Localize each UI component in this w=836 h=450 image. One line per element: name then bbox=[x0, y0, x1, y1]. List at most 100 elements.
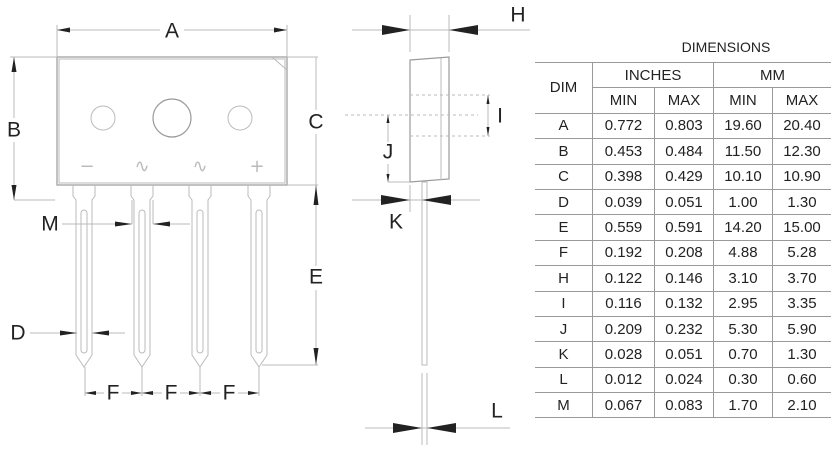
side-body bbox=[409, 56, 450, 183]
table-row: H 0.122 0.146 3.10 3.70 bbox=[535, 265, 831, 292]
cell-inch-min: 0.116 bbox=[592, 290, 655, 317]
mounting-hole-center bbox=[152, 98, 192, 138]
dim-label-d: D bbox=[10, 322, 25, 345]
dimensions-table: DIM INCHES MM MIN MAX MIN MAX A 0.772 0.80… bbox=[535, 61, 831, 419]
lead-slot bbox=[80, 209, 88, 354]
cell-inch-min: 0.559 bbox=[592, 214, 655, 241]
cell-inch-min: 0.122 bbox=[592, 265, 655, 292]
dim-label-c: C bbox=[308, 111, 323, 134]
cell-mm-min: 14.20 bbox=[713, 214, 773, 241]
cell-inch-min: 0.012 bbox=[592, 366, 655, 394]
dim-label-k: K bbox=[389, 211, 403, 234]
cell-mm-min: 1.70 bbox=[713, 392, 773, 419]
pin-symbol-positive: + bbox=[249, 156, 264, 177]
table-row: D 0.039 0.051 1.00 1.30 bbox=[535, 188, 831, 216]
cell-mm-min: 2.95 bbox=[713, 290, 773, 317]
header-dim: DIM bbox=[535, 62, 593, 114]
pin-symbol-ac2: ∿ bbox=[192, 156, 207, 177]
cell-dim: I bbox=[535, 290, 593, 317]
mounting-hole-left bbox=[90, 105, 116, 131]
cell-mm-min: 5.30 bbox=[713, 315, 773, 343]
table-row: A 0.772 0.803 19.60 20.40 bbox=[535, 112, 831, 140]
lead-2 bbox=[130, 185, 154, 368]
cell-inch-min: 0.772 bbox=[592, 112, 655, 140]
lead-4 bbox=[247, 185, 271, 368]
cell-mm-max: 5.28 bbox=[772, 239, 831, 267]
table-row: M 0.067 0.083 1.70 2.10 bbox=[535, 392, 831, 419]
cell-mm-max: 1.30 bbox=[772, 188, 831, 216]
cell-dim: B bbox=[535, 138, 593, 165]
dim-label-h: H bbox=[510, 4, 525, 27]
cell-dim: M bbox=[535, 392, 593, 419]
cell-dim: L bbox=[535, 366, 593, 394]
cell-inch-min: 0.039 bbox=[592, 188, 655, 216]
cell-mm-min: 11.50 bbox=[713, 138, 773, 165]
table-row: K 0.028 0.051 0.70 1.30 bbox=[535, 341, 831, 368]
cell-inch-min: 0.453 bbox=[592, 138, 655, 165]
cell-dim: E bbox=[535, 214, 593, 241]
table-row: C 0.398 0.429 10.10 10.90 bbox=[535, 163, 831, 190]
cell-inch-max: 0.146 bbox=[654, 265, 714, 292]
cell-mm-max: 3.70 bbox=[772, 265, 831, 292]
cell-mm-min: 0.70 bbox=[713, 341, 773, 368]
cell-mm-max: 15.00 bbox=[772, 214, 831, 241]
dim-label-f3: F bbox=[223, 382, 236, 405]
header-inches: INCHES bbox=[592, 61, 714, 89]
cell-inch-max: 0.132 bbox=[654, 290, 714, 317]
dim-label-b: B bbox=[7, 119, 21, 142]
cell-inch-min: 0.209 bbox=[592, 315, 655, 343]
cell-inch-min: 0.398 bbox=[592, 163, 655, 190]
cell-inch-min: 0.067 bbox=[592, 392, 655, 419]
cell-mm-min: 4.88 bbox=[713, 239, 773, 267]
cell-mm-min: 10.10 bbox=[713, 163, 773, 190]
package-body bbox=[56, 56, 288, 186]
subheader-inch-max: MAX bbox=[654, 87, 714, 114]
cell-mm-min: 3.10 bbox=[713, 265, 773, 292]
lead-slot bbox=[255, 209, 263, 354]
cell-mm-min: 0.30 bbox=[713, 366, 773, 394]
dim-label-a: A bbox=[165, 20, 179, 43]
cell-mm-max: 20.40 bbox=[772, 112, 831, 140]
lead-1 bbox=[72, 185, 96, 368]
cell-mm-max: 1.30 bbox=[772, 341, 831, 368]
cell-inch-max: 0.429 bbox=[654, 163, 714, 190]
cell-mm-min: 1.00 bbox=[713, 188, 773, 216]
lead-slot bbox=[138, 209, 146, 354]
cell-inch-max: 0.083 bbox=[654, 392, 714, 419]
dim-label-f1: F bbox=[107, 382, 120, 405]
pin-symbol-negative: − bbox=[79, 156, 94, 177]
cell-inch-max: 0.484 bbox=[654, 138, 714, 165]
mounting-hole-right bbox=[227, 105, 253, 131]
lead-3 bbox=[188, 185, 212, 368]
dim-label-m: M bbox=[41, 213, 59, 236]
cell-mm-max: 0.60 bbox=[772, 366, 831, 394]
cell-mm-max: 3.35 bbox=[772, 290, 831, 317]
cell-inch-min: 0.028 bbox=[592, 341, 655, 368]
dim-label-f2: F bbox=[165, 382, 178, 405]
cell-mm-max: 10.90 bbox=[772, 163, 831, 190]
cell-inch-min: 0.192 bbox=[592, 239, 655, 267]
subheader-mm-max: MAX bbox=[772, 87, 831, 114]
table-row: E 0.559 0.591 14.20 15.00 bbox=[535, 214, 831, 241]
table-row: B 0.453 0.484 11.50 12.30 bbox=[535, 138, 831, 165]
table-row: I 0.116 0.132 2.95 3.35 bbox=[535, 290, 831, 317]
cell-dim: C bbox=[535, 163, 593, 190]
lead-slot bbox=[196, 209, 204, 354]
cell-mm-max: 5.90 bbox=[772, 315, 831, 343]
table-row: L 0.012 0.024 0.30 0.60 bbox=[535, 366, 831, 394]
table-header-row: DIM INCHES MM bbox=[535, 61, 831, 114]
cell-inch-max: 0.232 bbox=[654, 315, 714, 343]
cell-dim: J bbox=[535, 315, 593, 343]
cell-inch-max: 0.051 bbox=[654, 188, 714, 216]
cell-dim: K bbox=[535, 341, 593, 368]
dim-label-i: I bbox=[497, 105, 503, 128]
subheader-mm-min: MIN bbox=[713, 87, 773, 114]
dim-label-e: E bbox=[309, 266, 323, 289]
side-lead bbox=[421, 181, 428, 366]
front-view: − ∿ ∿ + A B C E M D bbox=[7, 20, 324, 406]
cell-mm-min: 19.60 bbox=[713, 112, 773, 140]
table-title: DIMENSIONS bbox=[681, 39, 771, 55]
cell-inch-max: 0.024 bbox=[654, 366, 714, 394]
cell-dim: A bbox=[535, 112, 593, 140]
